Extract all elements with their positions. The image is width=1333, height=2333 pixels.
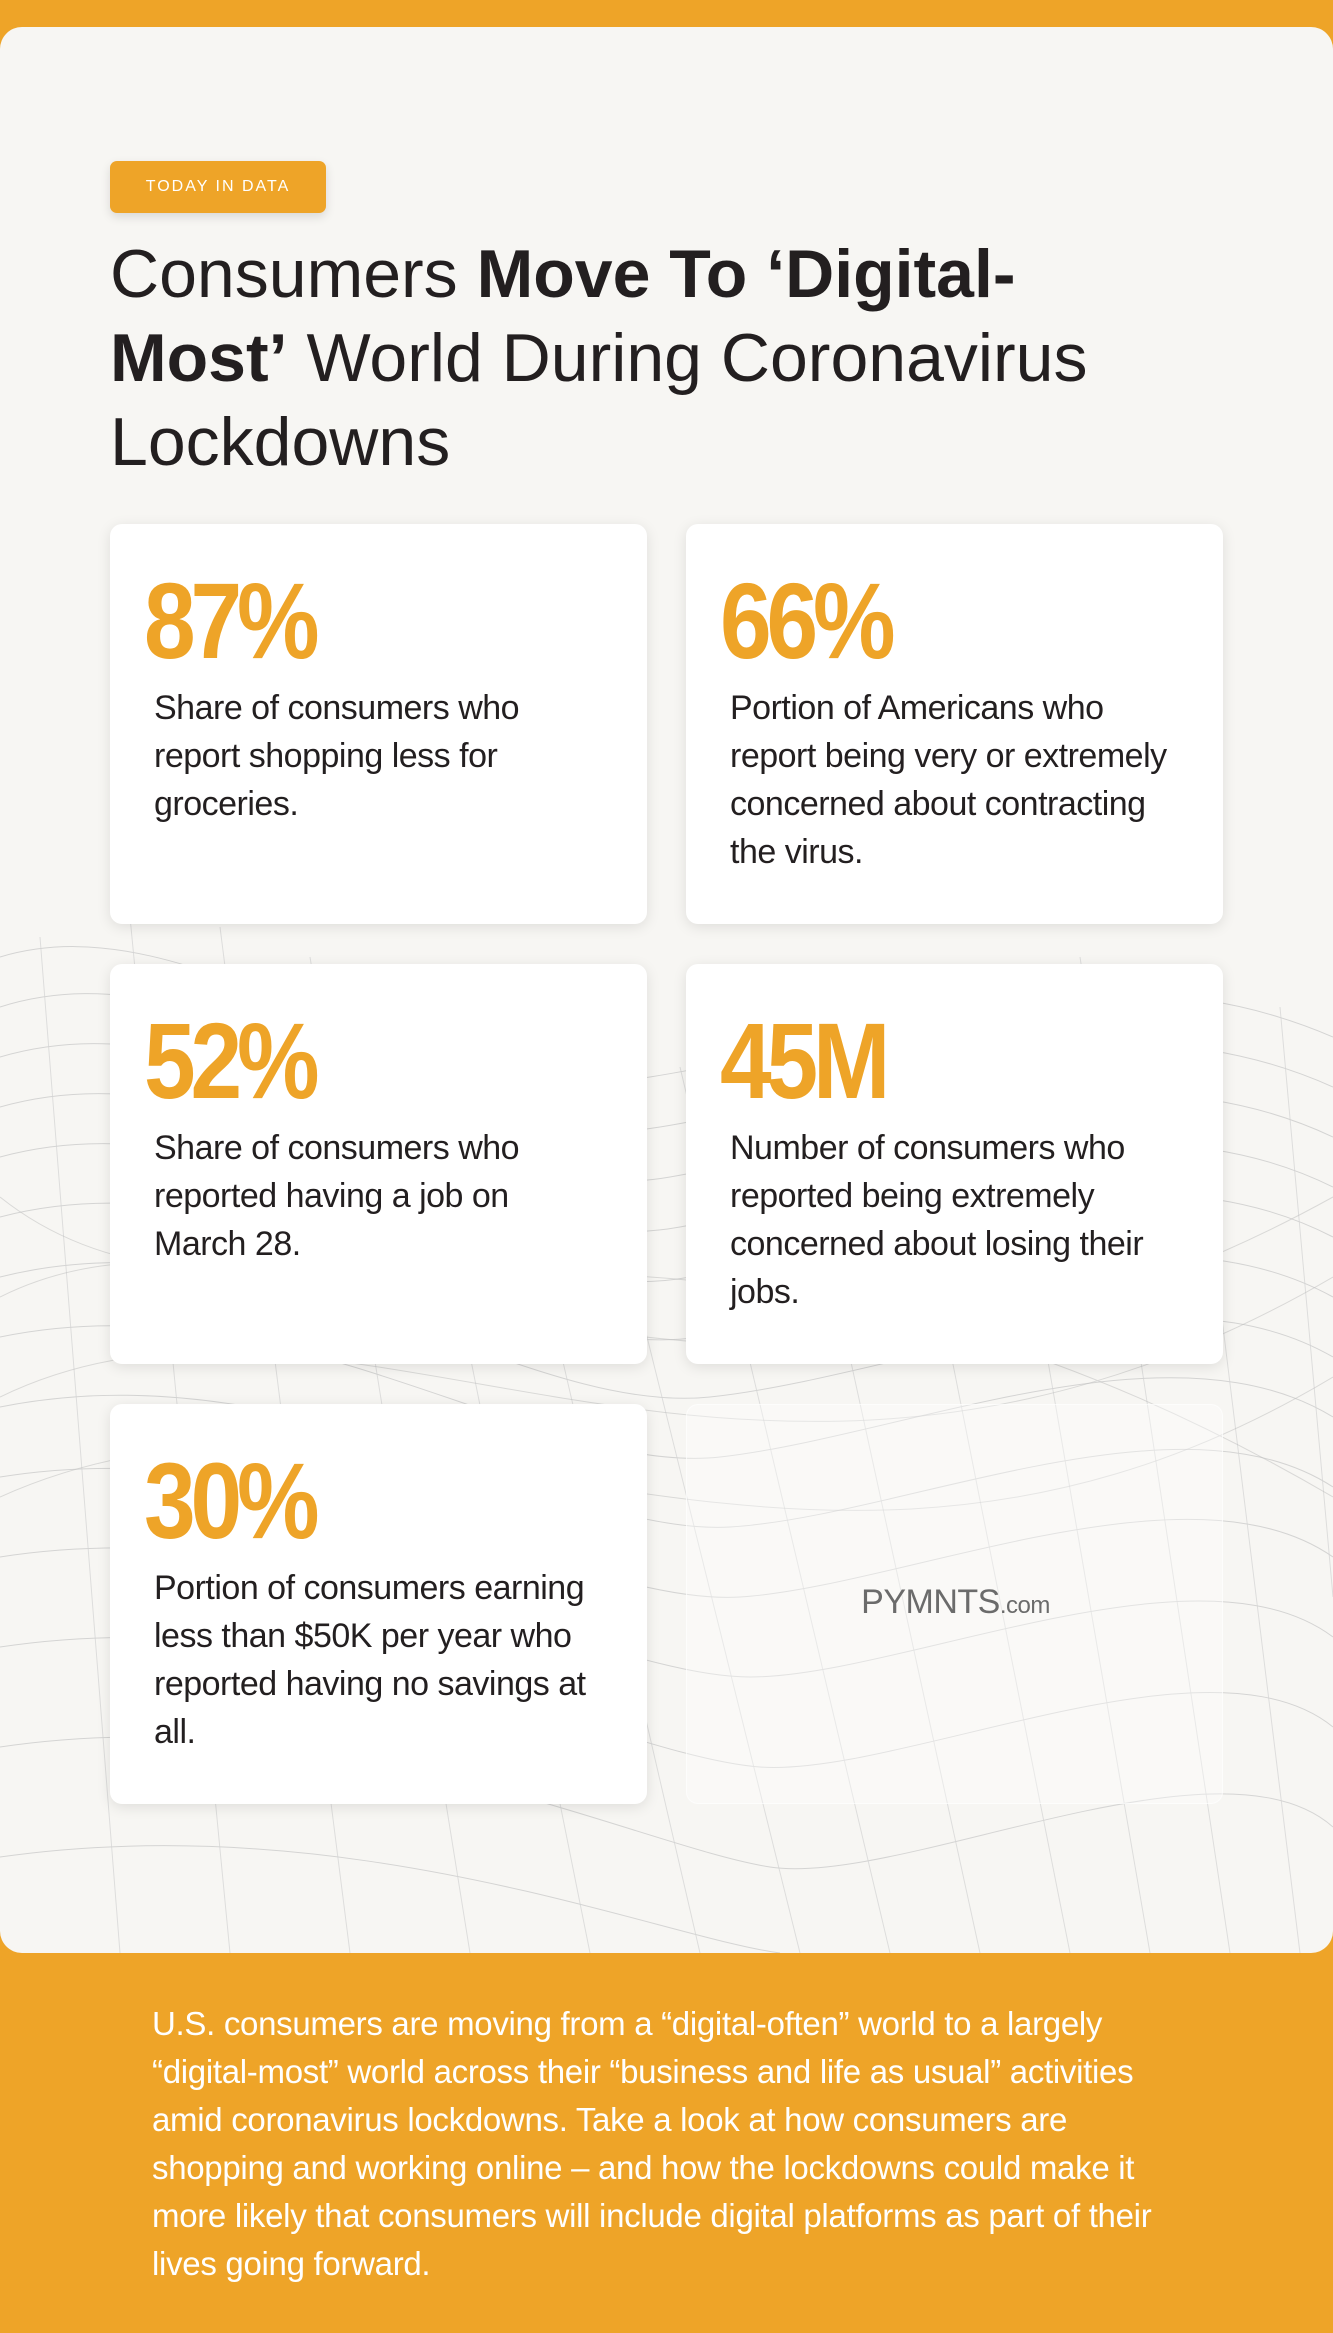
stat-card-savings: 30% Portion of consumers earning less th… xyxy=(110,1404,647,1804)
content-panel: TODAY IN DATA Consumers Move To ‘Digital… xyxy=(0,27,1333,1953)
stat-description: Number of consumers who reported being e… xyxy=(730,1129,1144,1311)
stat-value: 66% xyxy=(720,560,896,681)
title-bold-2: Most’ xyxy=(110,320,288,396)
stat-card-virus-concern: 66% Portion of Americans who report bein… xyxy=(686,524,1223,924)
stat-value: 87% xyxy=(144,560,320,681)
title-part-2: World During Coronavirus xyxy=(287,320,1088,396)
stat-card-jobs: 52% Share of consumers who reported havi… xyxy=(110,964,647,1364)
stat-description: Share of consumers who report shopping l… xyxy=(154,689,520,823)
stat-value: 45M xyxy=(720,1000,890,1121)
title-bold-1: Move To ‘Digital- xyxy=(476,236,1016,312)
pymnts-logo: PYMNTS.com xyxy=(687,1583,1224,1622)
summary-paragraph: U.S. consumers are moving from a “digita… xyxy=(152,2005,1152,2282)
page-title: Consumers Move To ‘Digital- Most’ World D… xyxy=(110,232,1210,484)
stat-card-groceries: 87% Share of consumers who report shoppi… xyxy=(110,524,647,924)
logo-card: PYMNTS.com xyxy=(686,1404,1223,1804)
stat-description: Share of consumers who reported having a… xyxy=(154,1129,520,1263)
logo-suffix: .com xyxy=(999,1592,1051,1619)
category-tag: TODAY IN DATA xyxy=(110,161,326,213)
stat-description: Portion of consumers earning less than $… xyxy=(154,1569,586,1751)
title-part-3: Lockdowns xyxy=(110,404,451,480)
stat-value: 30% xyxy=(144,1440,320,1561)
title-part-1: Consumers xyxy=(110,236,477,312)
logo-brand: PYMNTS xyxy=(861,1583,1000,1621)
stat-value: 52% xyxy=(144,1000,320,1121)
stat-description: Portion of Americans who report being ve… xyxy=(730,689,1167,871)
stat-card-job-loss-concern: 45M Number of consumers who reported bei… xyxy=(686,964,1223,1364)
